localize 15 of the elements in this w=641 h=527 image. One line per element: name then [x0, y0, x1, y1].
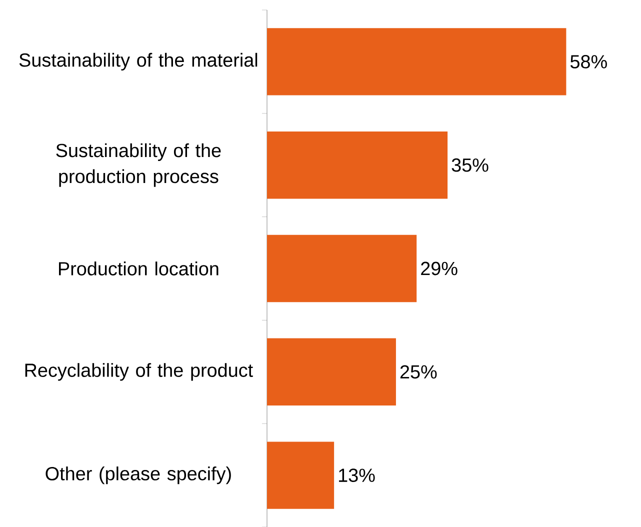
y-tick-label: Recyclability of the product — [25, 363, 253, 381]
bar — [267, 338, 396, 406]
bar — [267, 28, 566, 96]
y-tick-label: Other (please specify) — [46, 466, 231, 484]
data-label: 35% — [452, 158, 488, 172]
y-tick-label: Sustainability of the production process — [56, 143, 221, 187]
bar — [267, 234, 417, 302]
data-label: 25% — [400, 365, 437, 379]
data-label: 29% — [421, 262, 458, 276]
data-label: 58% — [570, 55, 607, 68]
bar — [267, 131, 448, 199]
bar — [267, 442, 334, 509]
y-tick-label: Production location — [59, 262, 218, 276]
y-tick-label: Sustainability of the material — [19, 52, 258, 71]
data-label: 13% — [339, 468, 375, 482]
